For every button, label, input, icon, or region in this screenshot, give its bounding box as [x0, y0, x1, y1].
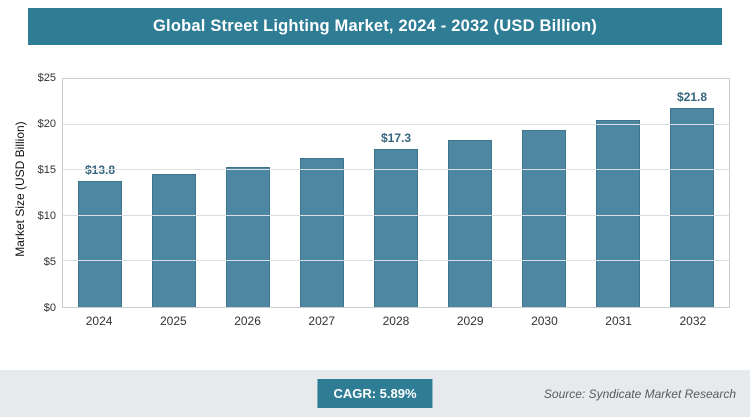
- y-tick-label: $15: [37, 164, 56, 176]
- y-tick-label: $25: [37, 72, 56, 84]
- bar-slot: [507, 79, 581, 307]
- plot-area: $13.8 $17.3 $21.8: [62, 78, 730, 308]
- x-tick-label: 2029: [456, 314, 484, 328]
- bar-slot: $13.8: [63, 79, 137, 307]
- source-note: Source: Syndicate Market Research: [543, 386, 736, 401]
- bar-2025: [152, 173, 196, 307]
- bar-slot: $17.3: [359, 79, 433, 307]
- x-tick-label: 2026: [234, 314, 261, 328]
- bar-2032: [670, 108, 714, 307]
- bars-row: $13.8 $17.3 $21.8: [63, 79, 729, 307]
- bar-slot: [211, 79, 285, 307]
- gridline: [63, 260, 729, 262]
- x-tick-label: 2025: [159, 314, 187, 328]
- x-axis-labels: 2024 2025 2026 2027 2028 2029 2030 2031 2032: [62, 314, 730, 328]
- bar-data-label: $17.3: [380, 131, 412, 146]
- bar-2028: [374, 149, 418, 307]
- y-tick-label: $20: [37, 118, 56, 130]
- x-tick-label: 2027: [308, 314, 336, 328]
- x-tick-label: 2030: [531, 314, 558, 328]
- gridline: [63, 169, 729, 171]
- bar-2029: [448, 140, 492, 307]
- x-tick-label: 2032: [679, 314, 707, 328]
- bar-slot: [581, 79, 655, 307]
- x-tick-label: 2031: [605, 314, 632, 328]
- bar-slot: [433, 79, 507, 307]
- bar-2024: [78, 181, 122, 307]
- bar-2030: [522, 130, 566, 307]
- cagr-badge: CAGR: 5.89%: [317, 379, 433, 408]
- y-axis-ticks: $0 $5 $10 $15 $20 $25: [0, 72, 56, 314]
- y-tick-label: $5: [43, 256, 56, 268]
- y-tick-label: $0: [43, 302, 56, 314]
- x-tick-label: 2024: [85, 314, 113, 328]
- bar-slot: $21.8: [655, 79, 729, 307]
- bar-2027: [300, 158, 344, 307]
- x-tick-label: 2028: [382, 314, 410, 328]
- gridline: [63, 214, 729, 216]
- bar-2031: [596, 120, 640, 307]
- bar-2026: [226, 166, 270, 307]
- bar-slot: [137, 79, 211, 307]
- gridline: [63, 123, 729, 125]
- footer-strip: CAGR: 5.89% Source: Syndicate Market Res…: [0, 370, 750, 417]
- chart-title-banner: Global Street Lighting Market, 2024 - 20…: [28, 8, 722, 45]
- bar-data-label: $21.8: [676, 90, 708, 105]
- y-tick-label: $10: [37, 210, 56, 222]
- bar-slot: [285, 79, 359, 307]
